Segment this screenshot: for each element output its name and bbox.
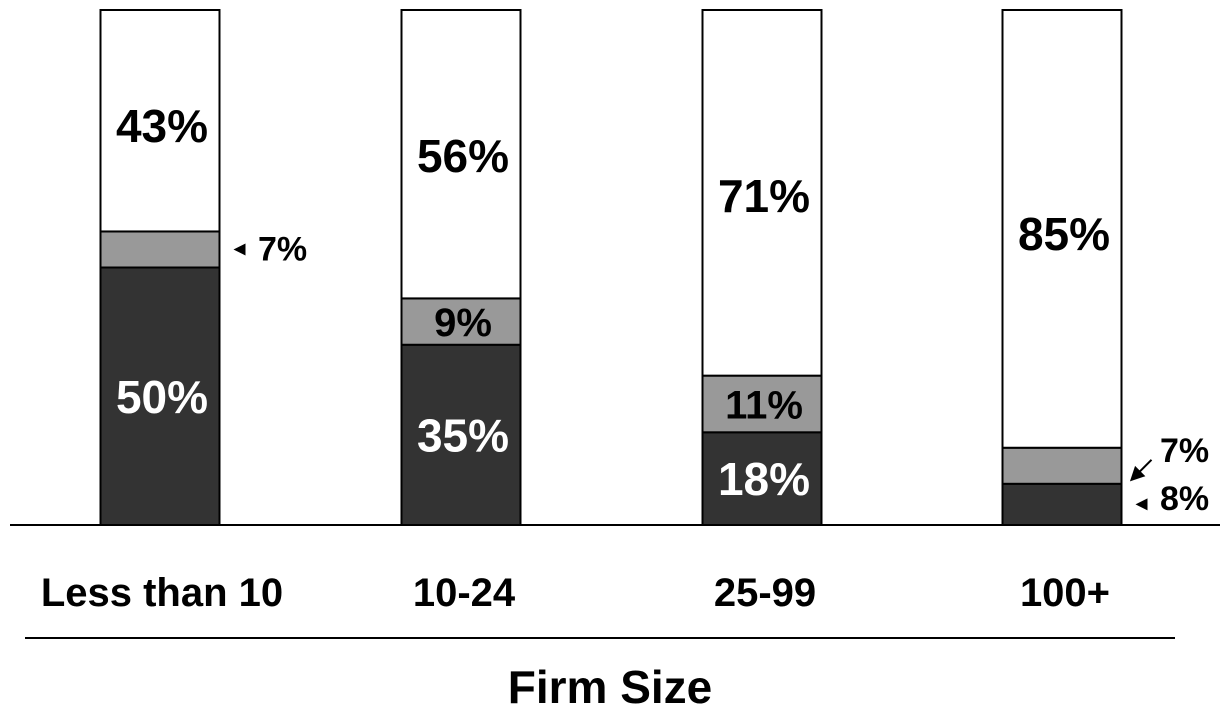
- bar-segment: [1001, 482, 1123, 526]
- category-labels-layer: Less than 10 10-24 25-99 100+: [41, 571, 1110, 615]
- category-tick-label: 10-24: [413, 571, 516, 615]
- data-label: 35%: [417, 409, 509, 461]
- bar-segment: [701, 431, 823, 526]
- data-label: 7%: [258, 230, 307, 268]
- data-label: 11%: [725, 383, 803, 427]
- label-pointer-arrow: [1129, 459, 1153, 482]
- bar-segment: [400, 9, 522, 300]
- data-label: 7%: [1160, 432, 1209, 470]
- data-label: 56%: [417, 130, 509, 182]
- data-label: 8%: [1160, 480, 1209, 518]
- bar-segment: [1001, 9, 1123, 449]
- label-pointer-arrow: [1135, 498, 1148, 511]
- data-labels-layer: 50% 7% 43% 35% 9% 56% 18% 11% 71% 8% 7% 85%: [116, 100, 1209, 518]
- data-label: 71%: [718, 170, 810, 222]
- data-label: 50%: [116, 371, 208, 423]
- data-label: 43%: [116, 100, 208, 152]
- bar-segment: [701, 374, 823, 434]
- data-label: 9%: [434, 301, 492, 345]
- data-label: 18%: [718, 453, 810, 505]
- bar-segment: [400, 297, 522, 346]
- bar-segment: [99, 230, 221, 269]
- label-pointer-arrow: [233, 243, 246, 256]
- data-label: 85%: [1018, 208, 1110, 260]
- category-tick-label: 100+: [1020, 571, 1110, 615]
- category-tick-label: 25-99: [714, 571, 816, 615]
- bar-segment: [701, 9, 823, 377]
- bar-segment: [1001, 446, 1123, 485]
- bar-segment: [99, 266, 221, 526]
- category-tick-label: Less than 10: [41, 571, 283, 615]
- bars-layer: [99, 9, 1123, 526]
- x-axis-title: Firm Size: [508, 661, 713, 705]
- bar-segment: [99, 9, 221, 233]
